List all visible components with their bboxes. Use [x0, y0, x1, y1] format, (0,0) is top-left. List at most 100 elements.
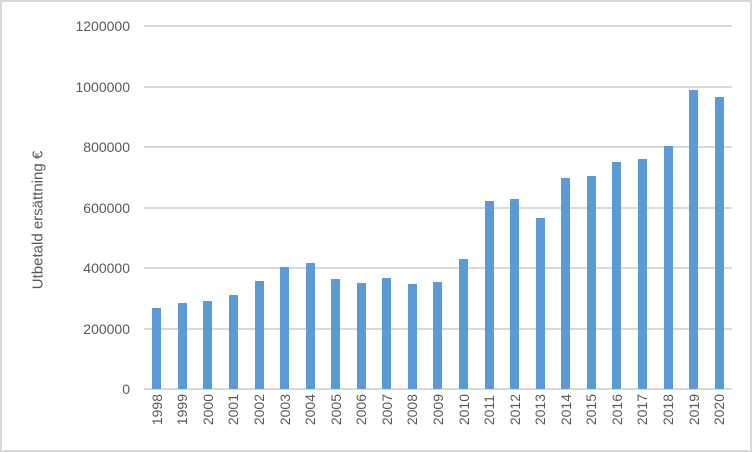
x-tick-label: 2020 — [711, 394, 728, 426]
bar-slot — [553, 26, 579, 389]
bar-2009 — [433, 281, 443, 389]
bar-2008 — [407, 284, 417, 389]
bar-2005 — [331, 278, 341, 389]
y-tick-label: 600000 — [83, 199, 130, 216]
bar-slot — [349, 26, 375, 389]
x-label-slot: 2002 — [246, 394, 272, 425]
x-tick-label: 1999 — [174, 394, 191, 426]
bar-2016 — [612, 162, 622, 389]
bar-slot — [425, 26, 451, 389]
x-label-slot: 2019 — [681, 394, 707, 425]
bar-slot — [323, 26, 349, 389]
x-tick-label: 1998 — [148, 394, 165, 426]
bar-2019 — [689, 89, 699, 389]
x-tick-label: 2005 — [327, 394, 344, 426]
x-tick-label: 2017 — [634, 394, 651, 426]
bar-slot — [706, 26, 732, 389]
x-label-slot: 2009 — [425, 394, 451, 425]
x-tick-label: 2015 — [583, 394, 600, 426]
y-tick-label: 400000 — [83, 260, 130, 276]
x-tick-label: 2016 — [608, 394, 625, 426]
bar-slot — [502, 26, 528, 389]
bar-slot — [451, 26, 477, 389]
bar-2002 — [254, 281, 264, 389]
gridline — [144, 267, 732, 269]
x-label-slot: 2004 — [297, 394, 323, 425]
bar-2003 — [280, 266, 290, 389]
y-tick-label: 1200000 — [75, 18, 130, 34]
x-label-slot: 2015 — [579, 394, 605, 425]
x-tick-label: 2007 — [378, 394, 395, 426]
x-label-slot: 2003 — [272, 394, 298, 425]
bar-2000 — [203, 300, 213, 389]
y-tick-label: 1000000 — [75, 78, 130, 95]
bar-1999 — [177, 303, 187, 389]
bar-2020 — [714, 96, 724, 389]
bar-slot — [630, 26, 656, 389]
bar-slot — [655, 26, 681, 389]
x-tick-label: 2011 — [481, 395, 498, 426]
bar-slot — [221, 26, 247, 389]
bar-slot — [527, 26, 553, 389]
x-tick-label: 2004 — [302, 394, 319, 426]
x-label-slot: 2016 — [604, 394, 630, 425]
bar-slot — [272, 26, 298, 389]
bar-2004 — [305, 263, 315, 389]
bar-slot — [144, 26, 170, 389]
plot-area — [144, 25, 732, 390]
x-label-slot: 2000 — [195, 394, 221, 425]
bar-2013 — [535, 218, 545, 389]
x-label-slot: 1999 — [170, 394, 196, 425]
x-label-slot: 1998 — [144, 394, 170, 425]
bar-1998 — [152, 307, 162, 389]
gridline — [144, 85, 732, 88]
bar-2007 — [382, 277, 392, 389]
x-label-slot: 2020 — [706, 394, 732, 425]
bar-slot — [579, 26, 605, 389]
gridline — [144, 25, 732, 27]
x-tick-label: 2002 — [251, 394, 268, 426]
x-label-slot: 2014 — [553, 394, 579, 425]
x-tick-label: 2001 — [225, 394, 242, 426]
bar-2018 — [663, 145, 673, 389]
bar-2015 — [586, 176, 596, 389]
bar-slot — [297, 26, 323, 389]
x-label-slot: 2008 — [400, 394, 426, 425]
x-tick-label: 2003 — [276, 394, 293, 426]
x-label-slot: 2012 — [502, 394, 528, 425]
bar-slot — [195, 26, 221, 389]
x-label-slot: 2006 — [349, 394, 375, 425]
bar-2012 — [510, 199, 520, 389]
y-tick-label: 200000 — [83, 320, 130, 337]
x-tick-label: 2006 — [353, 394, 370, 426]
x-tick-label: 2019 — [685, 394, 702, 426]
bar-slot — [604, 26, 630, 389]
x-axis-line — [144, 388, 732, 390]
x-tick-label: 2014 — [557, 394, 574, 426]
bar-slot — [476, 26, 502, 389]
x-tick-label: 2018 — [660, 394, 677, 426]
x-label-slot: 2011 — [476, 394, 502, 425]
bar-series — [144, 26, 732, 389]
bar-slot — [246, 26, 272, 389]
bar-slot — [374, 26, 400, 389]
gridline — [144, 146, 732, 148]
x-label-slot: 2010 — [451, 394, 477, 425]
x-label-slot: 2017 — [630, 394, 656, 425]
bar-slot — [170, 26, 196, 389]
y-tick-label: 0 — [122, 381, 130, 397]
y-tick-label: 800000 — [83, 139, 130, 155]
x-tick-label: 2010 — [455, 394, 472, 426]
x-label-slot: 2005 — [323, 394, 349, 425]
bar-2010 — [459, 259, 469, 389]
bar-2006 — [356, 283, 366, 389]
x-label-slot: 2007 — [374, 394, 400, 425]
x-tick-label: 2009 — [429, 394, 446, 426]
gridline — [144, 206, 732, 209]
x-tick-label: 2012 — [506, 394, 523, 426]
x-axis-tick-labels: 1998 1999 2000 2001 2002 2003 2004 2005 2006 2007… — [144, 394, 732, 425]
x-label-slot: 2013 — [527, 394, 553, 425]
bar-slot — [400, 26, 426, 389]
bar-2011 — [484, 201, 494, 389]
